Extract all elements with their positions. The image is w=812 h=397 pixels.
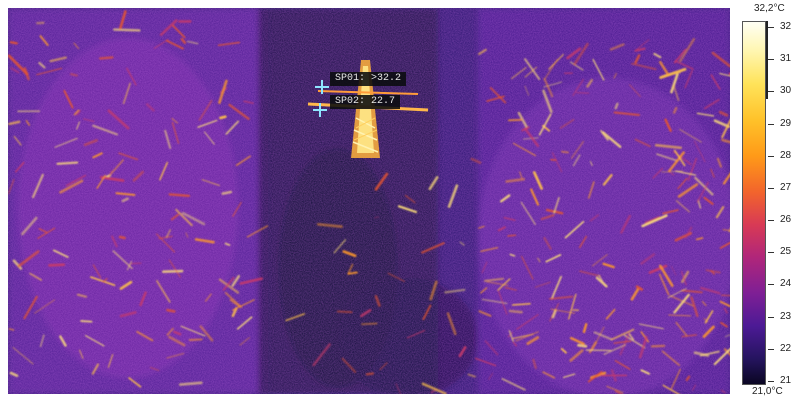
heat-streak bbox=[168, 310, 175, 311]
scale-tick-label: 21 bbox=[780, 376, 791, 386]
heat-streak bbox=[50, 265, 64, 266]
heat-streak bbox=[338, 312, 352, 313]
spot-sp02-crosshair-icon[interactable] bbox=[313, 103, 327, 117]
scale-tick bbox=[768, 188, 774, 189]
heat-streak bbox=[71, 74, 77, 75]
scale-tick bbox=[768, 59, 774, 60]
heat-streak bbox=[508, 235, 516, 236]
scale-max-label: 32,2°C bbox=[754, 3, 785, 14]
heat-streak bbox=[120, 237, 125, 238]
heat-streak bbox=[100, 57, 112, 58]
heat-streak bbox=[223, 192, 231, 194]
heat-streak bbox=[58, 163, 78, 164]
heat-streak bbox=[367, 374, 373, 375]
scale-tick-label: 29 bbox=[780, 119, 791, 129]
scale-tick bbox=[768, 252, 774, 253]
thermal-image: SP01: >32.2 SP02: 22.7 bbox=[8, 8, 730, 394]
scale-tick bbox=[768, 156, 774, 157]
scale-tick-label: 27 bbox=[780, 183, 791, 193]
heat-streak bbox=[577, 93, 589, 94]
heat-streak bbox=[562, 152, 568, 153]
heat-streak bbox=[170, 194, 189, 196]
scale-tick bbox=[768, 317, 774, 318]
scale-tick-label: 23 bbox=[780, 312, 791, 322]
heat-streak bbox=[616, 104, 618, 108]
heat-streak bbox=[510, 311, 521, 312]
heat-streak bbox=[11, 42, 17, 43]
scale-tick-label: 28 bbox=[780, 151, 791, 161]
heat-streak bbox=[114, 30, 139, 31]
color-scale-bar bbox=[742, 21, 766, 385]
heat-streak bbox=[81, 321, 91, 322]
scale-tick bbox=[768, 220, 774, 221]
heat-streak bbox=[9, 329, 13, 330]
spot-sp02-label: SP02: 22.7 bbox=[330, 95, 400, 109]
temperature-scale: 32,2°C 32 31 30 29 28 27 26 25 24 23 22 21 21,0°C bbox=[738, 0, 812, 395]
scale-tick-label: 31 bbox=[780, 54, 791, 64]
scale-tick bbox=[768, 284, 774, 285]
scale-tick bbox=[768, 381, 774, 382]
scale-tick-label: 26 bbox=[780, 215, 791, 225]
scale-tick bbox=[768, 349, 774, 350]
heat-streak bbox=[349, 273, 357, 274]
scale-tick bbox=[768, 27, 774, 28]
heat-streak bbox=[190, 339, 202, 340]
heat-streak bbox=[579, 345, 586, 346]
scale-tick-label: 30 bbox=[780, 86, 791, 96]
scale-tick-label: 22 bbox=[780, 344, 791, 354]
heat-streak bbox=[221, 117, 226, 118]
scale-tick bbox=[768, 91, 774, 92]
heat-streak bbox=[180, 383, 201, 385]
scale-tick-label: 25 bbox=[780, 247, 791, 257]
scale-tick-label: 32 bbox=[780, 22, 791, 32]
heat-streak bbox=[509, 120, 522, 121]
spot-sp01-crosshair-icon[interactable] bbox=[315, 80, 329, 94]
heat-streak bbox=[362, 324, 377, 325]
scale-tick-label: 24 bbox=[780, 279, 791, 289]
heat-streak bbox=[163, 271, 182, 272]
heat-streak bbox=[652, 346, 664, 347]
scale-tick bbox=[768, 124, 774, 125]
thermal-scene bbox=[8, 8, 730, 394]
spot-sp01-label: SP01: >32.2 bbox=[330, 72, 406, 86]
scale-min-label: 21,0°C bbox=[752, 386, 783, 397]
